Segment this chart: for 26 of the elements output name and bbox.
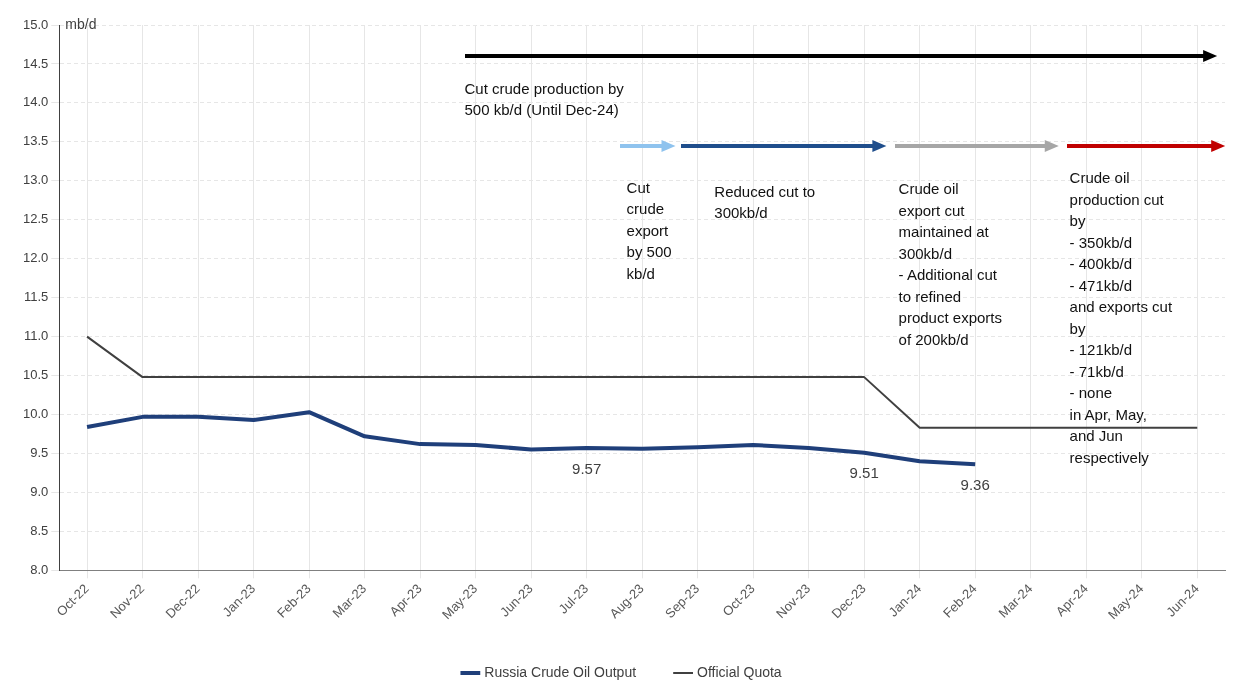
y-tick-label: 13.0 — [22, 172, 49, 188]
legend-label: Russia Crude Oil Output — [484, 663, 637, 680]
annotation: Cut crude production by 500 kb/d (Until Dec-24) — [464, 78, 624, 121]
y-axis-title: mb/d — [65, 15, 97, 32]
annotation: Cut crude export by 500 kb/d — [626, 177, 672, 284]
y-tick-label: 14.0 — [22, 94, 49, 110]
annotation: Crude oil export cut maintained at 300kb/d - Additional cut to refined product exports of 200kb/d — [898, 179, 1002, 350]
annotation: Reduced cut to 300kb/d — [714, 181, 816, 224]
y-tick-label: 10.0 — [22, 406, 49, 422]
y-tick-label: 9.0 — [30, 483, 49, 499]
text: Crude oil production cut by - 350kb/d - 400kb/d - 471kb/d and exports cut by - 121kb/d - 71kb/d - none in Apr, May, and Jun respectively — [1069, 169, 1173, 466]
y-tick-label: 14.5 — [22, 55, 49, 71]
data-label: 9.36 — [960, 476, 990, 494]
data-label: 9.51 — [849, 464, 879, 482]
y-tick-label: 10.5 — [22, 367, 49, 383]
y-tick-label: 11.5 — [23, 289, 49, 305]
y-tick-label: 13.5 — [22, 133, 49, 149]
y-tick-label: 9.5 — [30, 445, 49, 461]
y-tick-label: 8.0 — [30, 561, 49, 577]
data-label: 9.57 — [572, 459, 602, 477]
y-tick-label: 15.0 — [22, 16, 49, 32]
y-tick-label: 12.5 — [22, 211, 49, 227]
y-tick-label: 12.0 — [22, 250, 49, 266]
y-tick-label: 11.0 — [23, 328, 49, 344]
y-tick-label: 8.5 — [30, 522, 49, 538]
legend-label: Official Quota — [697, 663, 782, 680]
